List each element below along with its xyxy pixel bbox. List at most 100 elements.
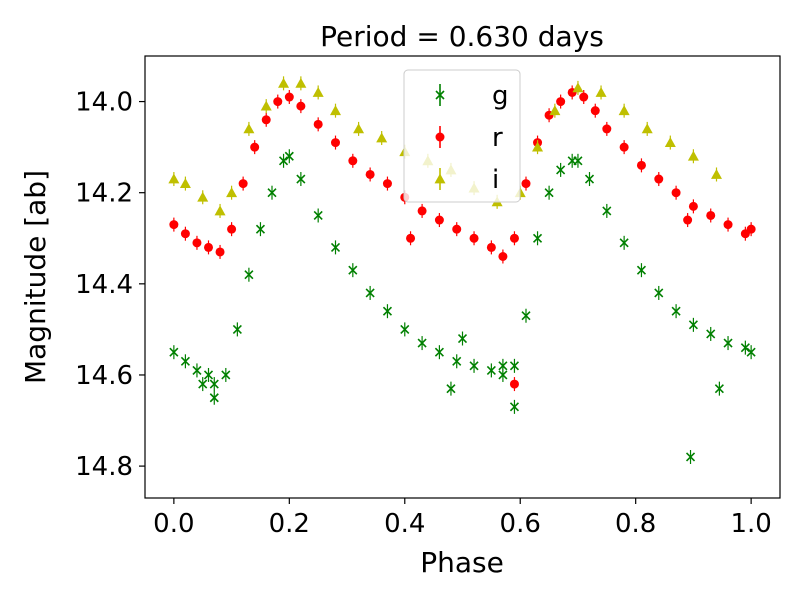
data-point-i bbox=[687, 150, 699, 161]
legend-marker-g bbox=[435, 90, 445, 100]
data-point-g bbox=[278, 156, 289, 166]
data-point-r bbox=[250, 142, 260, 152]
plot-frame bbox=[144, 55, 781, 499]
data-point-r bbox=[180, 229, 190, 239]
x-tick-label: 0.8 bbox=[615, 509, 656, 539]
data-point-r bbox=[688, 201, 698, 211]
data-point-g bbox=[255, 224, 266, 234]
data-point-g bbox=[192, 365, 202, 375]
data-point-i bbox=[226, 187, 238, 198]
data-point-g bbox=[486, 365, 496, 375]
data-point-r bbox=[296, 101, 306, 111]
data-point-g bbox=[434, 347, 444, 357]
data-point-g bbox=[313, 210, 323, 221]
data-point-g bbox=[330, 242, 341, 252]
legend-label-g: g bbox=[492, 81, 509, 111]
data-point-g bbox=[169, 347, 179, 357]
x-axis-title: Phase bbox=[420, 546, 504, 579]
data-point-g bbox=[498, 361, 508, 371]
data-point-i bbox=[295, 77, 307, 88]
x-tick-label: 0.4 bbox=[384, 509, 425, 539]
data-point-g bbox=[198, 379, 208, 389]
data-point-i bbox=[168, 173, 180, 184]
data-point-r bbox=[331, 138, 340, 148]
data-point-r bbox=[723, 220, 733, 230]
data-point-g bbox=[521, 311, 531, 321]
data-point-g bbox=[688, 320, 698, 330]
data-point-g bbox=[348, 265, 358, 275]
legend-marker-r bbox=[435, 132, 445, 142]
legend-label-r: r bbox=[492, 123, 503, 153]
data-point-r bbox=[365, 169, 375, 179]
data-point-g bbox=[602, 206, 612, 216]
y-tick-label: 14.4 bbox=[75, 270, 133, 300]
data-point-r bbox=[238, 179, 248, 189]
data-point-g bbox=[244, 270, 254, 280]
data-point-g bbox=[509, 361, 520, 371]
data-point-g bbox=[584, 174, 595, 184]
data-point-r bbox=[261, 115, 271, 125]
y-tick-label: 14.6 bbox=[75, 361, 133, 391]
data-point-r bbox=[619, 142, 629, 152]
data-point-r bbox=[417, 206, 427, 216]
data-point-g bbox=[509, 402, 520, 412]
data-point-r bbox=[706, 210, 716, 220]
data-point-i bbox=[618, 105, 630, 116]
data-point-r bbox=[746, 224, 756, 234]
data-point-g bbox=[209, 393, 219, 403]
data-point-g bbox=[209, 379, 219, 389]
data-point-r bbox=[215, 247, 225, 257]
data-point-i bbox=[376, 132, 388, 143]
data-point-r bbox=[683, 215, 693, 225]
data-point-g bbox=[365, 288, 375, 298]
data-point-g bbox=[446, 384, 456, 394]
data-point-i bbox=[641, 123, 653, 134]
data-point-g bbox=[544, 188, 554, 198]
data-point-g bbox=[654, 288, 664, 298]
data-point-r bbox=[556, 97, 566, 107]
data-point-g bbox=[452, 356, 462, 366]
data-point-i bbox=[532, 141, 544, 152]
data-point-r bbox=[169, 220, 179, 230]
data-point-i bbox=[197, 191, 209, 202]
data-point-g bbox=[532, 233, 543, 243]
data-point-i bbox=[353, 123, 365, 134]
data-point-r bbox=[521, 179, 531, 189]
data-point-i bbox=[260, 100, 272, 111]
data-point-g bbox=[556, 165, 566, 175]
data-point-g bbox=[232, 324, 242, 334]
data-point-g bbox=[714, 384, 724, 394]
data-point-r bbox=[486, 242, 496, 252]
data-point-r bbox=[509, 233, 519, 243]
data-point-g bbox=[417, 338, 427, 348]
data-point-r bbox=[434, 215, 444, 225]
data-point-i bbox=[549, 105, 561, 116]
data-point-r bbox=[313, 119, 323, 129]
data-point-i bbox=[243, 123, 255, 134]
y-axis-title: Magnitude [ab] bbox=[19, 170, 52, 384]
series-r bbox=[169, 85, 756, 392]
x-tick-label: 0.0 bbox=[153, 509, 194, 539]
data-point-i bbox=[595, 86, 607, 97]
data-point-i bbox=[330, 105, 341, 116]
data-point-g bbox=[296, 174, 306, 184]
data-point-g bbox=[180, 356, 190, 366]
series-g bbox=[169, 149, 756, 464]
data-point-i bbox=[664, 137, 676, 147]
data-point-i bbox=[179, 178, 191, 188]
y-tick-label: 14.0 bbox=[75, 88, 133, 118]
x-axis: 0.0 0.2 0.4 0.6 0.8 1.0 bbox=[153, 498, 772, 539]
y-axis: 14.0 14.2 14.4 14.6 14.8 bbox=[75, 88, 145, 482]
legend-label-i: i bbox=[492, 165, 499, 195]
data-point-g bbox=[636, 265, 647, 275]
data-point-g bbox=[221, 370, 231, 380]
x-tick-label: 1.0 bbox=[730, 509, 771, 539]
data-point-r bbox=[204, 242, 213, 252]
data-point-g bbox=[723, 338, 733, 348]
data-point-g bbox=[498, 370, 508, 380]
data-point-i bbox=[278, 77, 290, 88]
data-point-g bbox=[457, 333, 468, 344]
data-point-g bbox=[671, 306, 681, 316]
series-layer bbox=[168, 76, 756, 464]
